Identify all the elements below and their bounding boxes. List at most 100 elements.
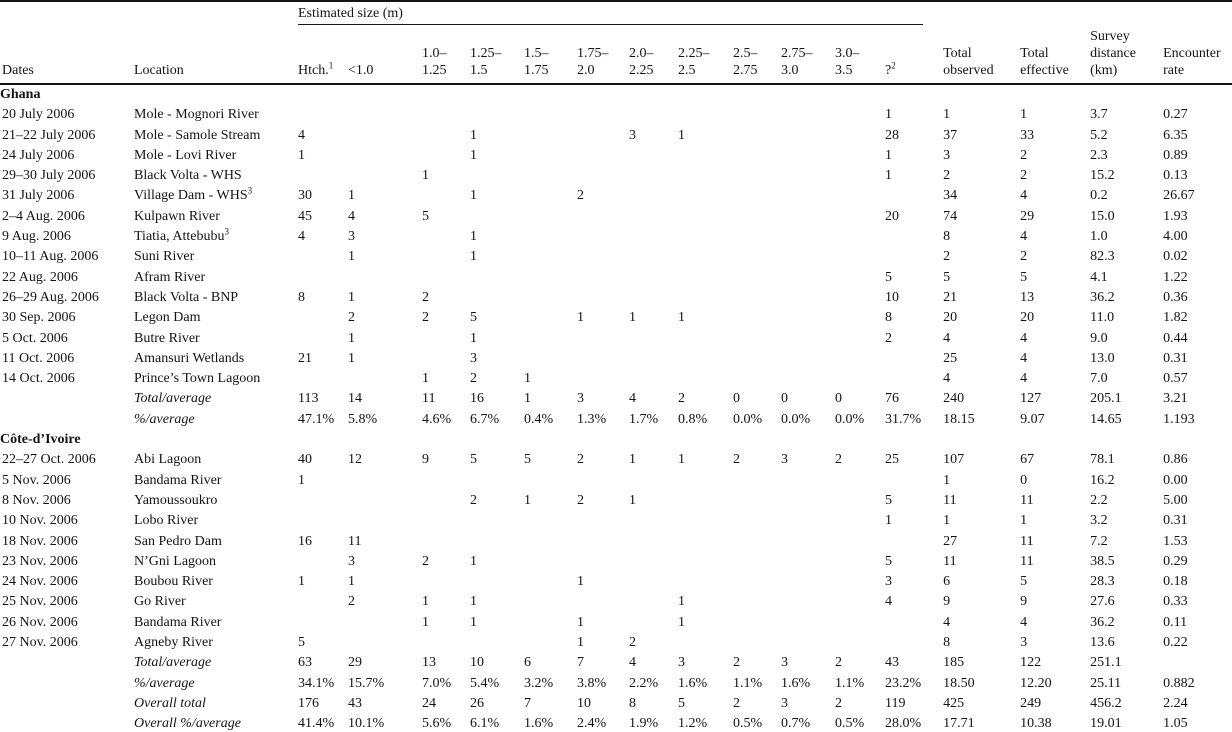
estimated-size-label: Estimated size (m) <box>298 2 924 25</box>
value-cell <box>348 126 422 146</box>
value-cell <box>422 572 470 592</box>
value-cell <box>733 613 781 633</box>
value-cell <box>733 308 781 328</box>
value-cell: 5 <box>885 269 892 285</box>
value-cell: 1 <box>678 127 685 143</box>
value-cell <box>524 532 577 552</box>
value-cell: 0.11 <box>1163 614 1188 630</box>
value-cell: 0 <box>733 391 740 407</box>
value-cell: 11 <box>1020 492 1034 508</box>
value-cell: 4 <box>629 391 636 407</box>
col-header-size-bin: 3.0– 3.5 <box>835 28 885 85</box>
value-cell: 456.2 <box>1090 695 1122 711</box>
value-cell: 11 <box>943 553 957 569</box>
table-row: 29–30 July 2006 Black Volta - WHS 1 1 2 2 15.2… <box>0 166 1232 186</box>
value-cell: 1 <box>577 635 584 651</box>
value-cell <box>781 126 835 146</box>
location-cell: Mole - Samole Stream <box>134 127 261 143</box>
value-cell: 2 <box>577 188 584 204</box>
value-cell <box>835 552 885 572</box>
col-header-encounter-rate: Encounter rate <box>1163 1 1232 85</box>
value-cell: 0.0% <box>781 411 811 427</box>
value-cell: 28.3 <box>1090 574 1115 590</box>
date-cell <box>0 694 134 714</box>
value-cell <box>781 146 835 166</box>
value-cell: 1.1% <box>835 675 865 691</box>
value-cell <box>781 511 835 531</box>
date-cell: 26–29 Aug. 2006 <box>2 289 99 305</box>
value-cell <box>835 166 885 186</box>
date-cell: 14 Oct. 2006 <box>2 371 75 387</box>
section-header: Ghana <box>0 87 41 102</box>
value-cell <box>298 613 348 633</box>
value-cell <box>678 268 733 288</box>
value-cell: 0.89 <box>1163 147 1188 163</box>
value-cell <box>577 532 629 552</box>
value-cell: 2 <box>629 635 636 651</box>
value-cell <box>422 471 470 491</box>
value-cell <box>781 329 835 349</box>
value-cell <box>629 329 678 349</box>
value-cell: 1 <box>1020 513 1028 529</box>
value-cell: 1 <box>524 492 531 508</box>
value-cell: 0.02 <box>1163 249 1188 265</box>
value-cell <box>524 126 577 146</box>
value-cell: 43 <box>348 695 362 711</box>
value-cell <box>781 369 835 389</box>
value-cell <box>733 166 781 186</box>
table-body: Ghana 20 July 2006 Mole - Mognori River 1 1 1… <box>0 84 1232 732</box>
value-cell <box>781 166 835 186</box>
value-cell: 0.0% <box>835 411 865 427</box>
value-cell: 11.0 <box>1090 310 1115 326</box>
value-cell <box>781 532 835 552</box>
value-cell: 26 <box>470 695 484 711</box>
value-cell <box>470 166 524 186</box>
value-cell <box>524 105 577 125</box>
value-cell <box>781 227 835 247</box>
col-header-dates: Dates <box>0 1 134 85</box>
value-cell: 43 <box>885 655 899 671</box>
location-cell: Go River <box>134 594 186 610</box>
value-cell: 5 <box>943 269 951 285</box>
value-cell: 119 <box>885 695 906 711</box>
location-cell: %/average <box>134 411 195 427</box>
value-cell <box>577 126 629 146</box>
col-header-size-bin: 2.5– 2.75 <box>733 28 781 85</box>
value-cell: 9 <box>1020 594 1028 610</box>
value-cell <box>733 186 781 206</box>
value-cell: 19.01 <box>1090 716 1122 732</box>
value-cell: 3 <box>678 655 685 671</box>
table-row: 24 Nov. 2006 Boubou River 1 1 1 3 6 5 28.3 0.18 <box>0 572 1232 592</box>
table-row: 9 Aug. 2006 Tiatia, Attebubu3 4 3 1 8 4 1.0 4.00 <box>0 227 1232 247</box>
value-cell: 5 <box>524 452 531 468</box>
value-cell <box>629 288 678 308</box>
value-cell: 36.2 <box>1090 614 1115 630</box>
location-cell: Bandama River <box>134 472 222 488</box>
date-cell: 2–4 Aug. 2006 <box>2 208 85 224</box>
value-cell: 14 <box>348 391 362 407</box>
value-cell: 28 <box>885 127 899 143</box>
value-cell <box>348 511 422 531</box>
value-cell: 41.4% <box>298 716 335 732</box>
value-cell: 67 <box>1020 452 1035 468</box>
value-cell: 1 <box>348 289 355 305</box>
value-cell: 20 <box>885 208 899 224</box>
value-cell <box>629 349 678 369</box>
value-cell: 6 <box>524 655 531 671</box>
table-row: 25 Nov. 2006 Go River 2 1 1 1 4 9 9 27.6 0.33 <box>0 592 1232 612</box>
value-cell <box>422 186 470 206</box>
value-cell: 4.6% <box>422 411 452 427</box>
value-cell: 240 <box>943 391 965 407</box>
value-cell: 21 <box>298 350 312 366</box>
table-row: 27 Nov. 2006 Agneby River 5 1 2 8 3 13.6 0.22 <box>0 633 1232 653</box>
value-cell <box>781 633 835 653</box>
value-cell <box>524 227 577 247</box>
table-row: 26–29 Aug. 2006 Black Volta - BNP 8 1 2 10 21 1… <box>0 288 1232 308</box>
location-cell: Legon Dam <box>134 310 201 326</box>
value-cell: 1 <box>678 452 685 468</box>
value-cell: 82.3 <box>1090 249 1115 265</box>
date-cell: 5 Oct. 2006 <box>2 330 68 346</box>
value-cell: 1 <box>885 147 892 163</box>
value-cell: 12 <box>348 452 362 468</box>
location-cell: Total/average <box>134 391 212 407</box>
